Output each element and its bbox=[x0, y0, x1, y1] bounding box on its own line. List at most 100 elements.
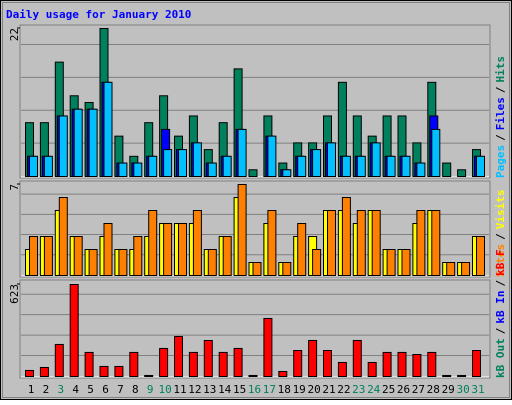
bar bbox=[352, 339, 362, 377]
y-tick-label: 7 bbox=[8, 184, 21, 191]
bar bbox=[401, 249, 411, 276]
legend-separator: / bbox=[494, 134, 507, 141]
bar bbox=[367, 361, 377, 377]
bar bbox=[248, 374, 258, 377]
x-tick-label: 3 bbox=[57, 383, 64, 396]
bar bbox=[282, 262, 292, 276]
x-tick-label: 1 bbox=[28, 383, 35, 396]
bar bbox=[29, 155, 38, 177]
legend-entry: Sites bbox=[494, 244, 507, 277]
panel bbox=[19, 279, 491, 379]
bar bbox=[327, 142, 336, 177]
bar bbox=[267, 210, 277, 276]
legend-entry: kB Out bbox=[494, 338, 507, 378]
bar bbox=[472, 350, 481, 378]
y-tick-label: 623 bbox=[8, 284, 21, 304]
x-tick-label: 11 bbox=[173, 383, 186, 396]
x-tick-label: 26 bbox=[397, 383, 410, 396]
chart-title: Daily usage for January 2010 bbox=[6, 8, 191, 21]
bar bbox=[73, 236, 83, 276]
bar bbox=[174, 335, 183, 378]
bar bbox=[58, 115, 68, 177]
bar bbox=[103, 81, 113, 177]
bar bbox=[178, 149, 187, 178]
bar bbox=[427, 351, 437, 378]
bar bbox=[442, 374, 452, 377]
x-tick-label: 12 bbox=[188, 383, 201, 396]
bar bbox=[118, 249, 128, 276]
bar bbox=[356, 155, 366, 177]
legend-entry: kB In bbox=[494, 291, 507, 324]
bar bbox=[163, 149, 173, 178]
legend: Sites / Visits bbox=[494, 190, 507, 278]
bar bbox=[382, 351, 392, 378]
x-tick-label: 7 bbox=[117, 383, 124, 396]
legend-separator: / bbox=[494, 327, 507, 334]
bar bbox=[401, 155, 411, 177]
bar bbox=[457, 169, 467, 177]
bar bbox=[148, 155, 158, 177]
bar bbox=[461, 262, 471, 276]
bar bbox=[222, 236, 232, 276]
bar bbox=[237, 184, 247, 276]
legend-entry: Hits bbox=[494, 56, 507, 83]
bar bbox=[442, 162, 452, 178]
bar bbox=[371, 210, 381, 276]
x-tick-label: 14 bbox=[218, 383, 232, 396]
bar bbox=[58, 197, 68, 276]
x-tick-label: 22 bbox=[337, 383, 350, 396]
legend-separator: / bbox=[494, 86, 507, 93]
bar bbox=[323, 350, 332, 378]
bar bbox=[29, 236, 38, 276]
bar bbox=[397, 351, 407, 378]
x-tick-label: 16 bbox=[248, 383, 261, 396]
x-tick-label: 17 bbox=[263, 383, 276, 396]
x-tick-label: 10 bbox=[158, 383, 171, 396]
bar bbox=[84, 351, 94, 378]
bar bbox=[133, 236, 143, 276]
legend-entry: kB F bbox=[494, 249, 507, 276]
bar bbox=[412, 353, 422, 378]
bar bbox=[371, 142, 381, 177]
x-tick-label: 6 bbox=[102, 383, 109, 396]
x-tick-label: 23 bbox=[352, 383, 365, 396]
x-tick-label: 5 bbox=[87, 383, 94, 396]
bar bbox=[282, 169, 292, 177]
legend-separator: / bbox=[494, 233, 507, 240]
x-tick-label: 30 bbox=[456, 383, 469, 396]
bar bbox=[192, 142, 202, 177]
bar bbox=[69, 284, 79, 377]
bar bbox=[263, 317, 273, 378]
bar bbox=[178, 223, 187, 276]
x-tick-label: 24 bbox=[367, 383, 381, 396]
bar bbox=[278, 370, 288, 377]
x-tick-label: 31 bbox=[471, 383, 484, 396]
bar bbox=[267, 135, 277, 178]
bar bbox=[337, 361, 347, 377]
x-tick-label: 28 bbox=[427, 383, 440, 396]
bar bbox=[99, 365, 109, 377]
panel bbox=[19, 180, 491, 278]
bar bbox=[416, 162, 426, 178]
bar bbox=[203, 339, 213, 377]
x-tick-label: 25 bbox=[382, 383, 395, 396]
bar bbox=[188, 351, 198, 378]
legend-entry: Files bbox=[494, 97, 507, 130]
bar bbox=[114, 365, 124, 377]
bar bbox=[73, 108, 83, 177]
bar bbox=[356, 210, 366, 276]
bar bbox=[431, 210, 441, 276]
bar bbox=[43, 155, 53, 177]
bar bbox=[386, 249, 396, 276]
bar bbox=[327, 210, 336, 276]
x-tick-label: 18 bbox=[278, 383, 291, 396]
bar bbox=[159, 347, 169, 378]
bar bbox=[54, 343, 64, 377]
legend-entry: Pages bbox=[494, 145, 507, 178]
bar bbox=[88, 249, 98, 276]
bar bbox=[457, 374, 467, 377]
legend-entry: Visits bbox=[494, 190, 507, 230]
bar bbox=[476, 236, 485, 276]
bar bbox=[133, 162, 143, 178]
